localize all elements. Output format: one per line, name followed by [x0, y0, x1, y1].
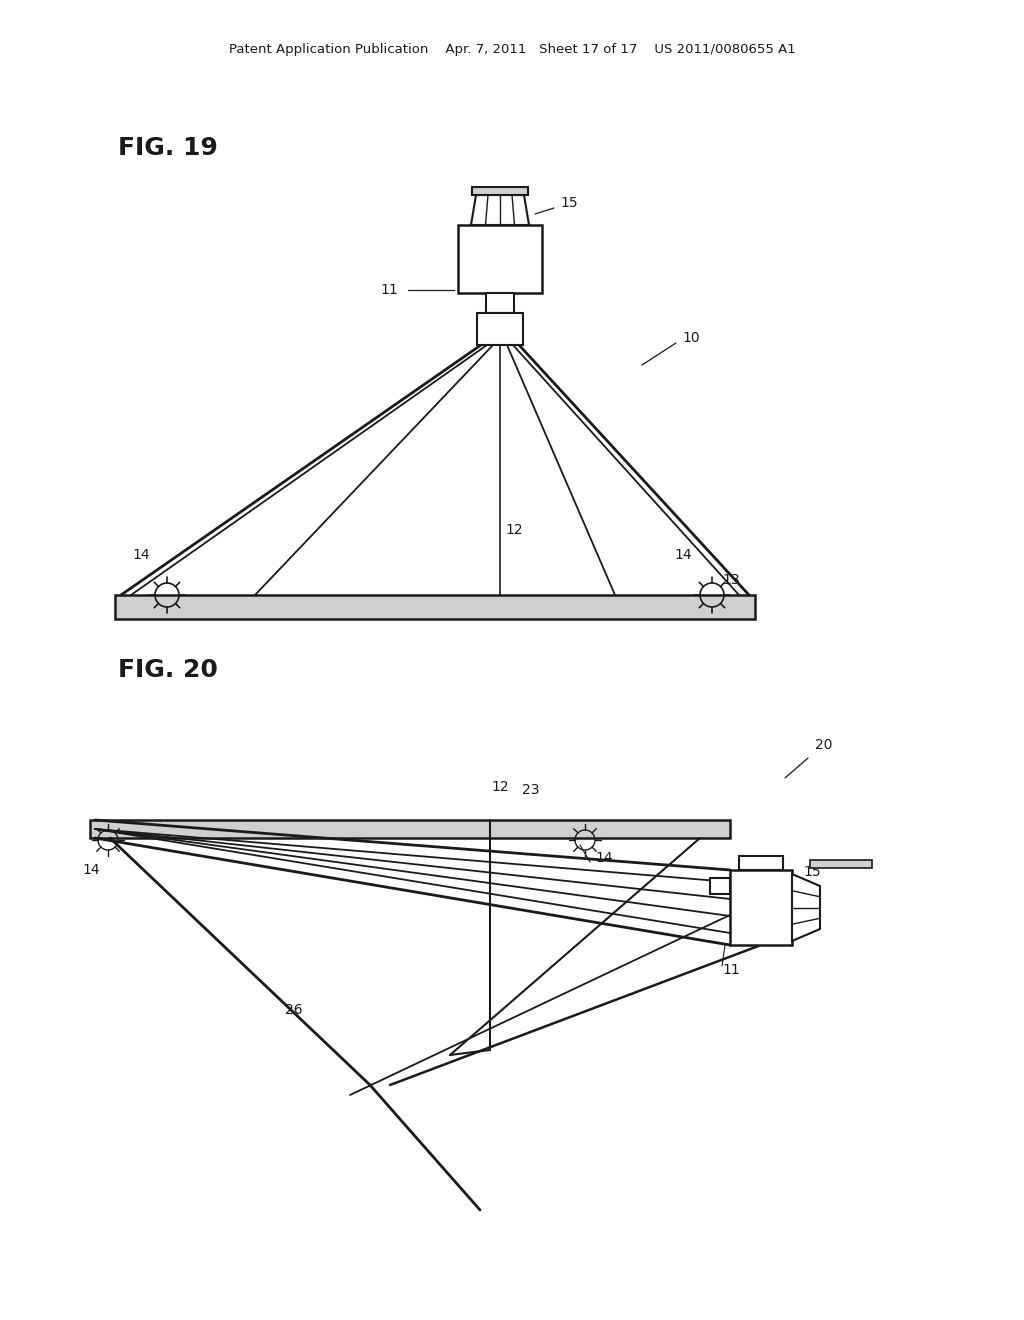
Text: FIG. 19: FIG. 19 — [118, 136, 218, 160]
Bar — [739, 855, 783, 870]
Bar — [115, 595, 755, 619]
Text: 14: 14 — [674, 548, 691, 562]
Text: FIG. 20: FIG. 20 — [118, 657, 218, 682]
Text: 20: 20 — [815, 738, 833, 752]
Text: 11: 11 — [722, 964, 739, 977]
Bar — [730, 870, 792, 945]
Bar — [710, 878, 730, 894]
Polygon shape — [792, 874, 820, 941]
Bar — [458, 224, 542, 293]
Text: Patent Application Publication    Apr. 7, 2011   Sheet 17 of 17    US 2011/00806: Patent Application Publication Apr. 7, 2… — [228, 44, 796, 57]
Bar — [472, 187, 528, 195]
Text: 13: 13 — [722, 573, 739, 587]
Text: 11: 11 — [380, 282, 397, 297]
Text: 12: 12 — [505, 523, 522, 537]
Text: 15: 15 — [803, 865, 820, 879]
Bar — [486, 293, 514, 313]
Text: 14: 14 — [595, 851, 612, 865]
Text: 14: 14 — [132, 548, 150, 562]
Bar — [477, 313, 523, 345]
Polygon shape — [810, 861, 872, 869]
Bar — [90, 820, 730, 838]
Text: 12: 12 — [490, 780, 509, 795]
Polygon shape — [471, 195, 529, 224]
Text: 14: 14 — [82, 863, 99, 876]
Text: 10: 10 — [682, 331, 699, 345]
Text: 26: 26 — [285, 1003, 303, 1016]
Text: 23: 23 — [522, 783, 540, 797]
Text: 15: 15 — [560, 195, 578, 210]
